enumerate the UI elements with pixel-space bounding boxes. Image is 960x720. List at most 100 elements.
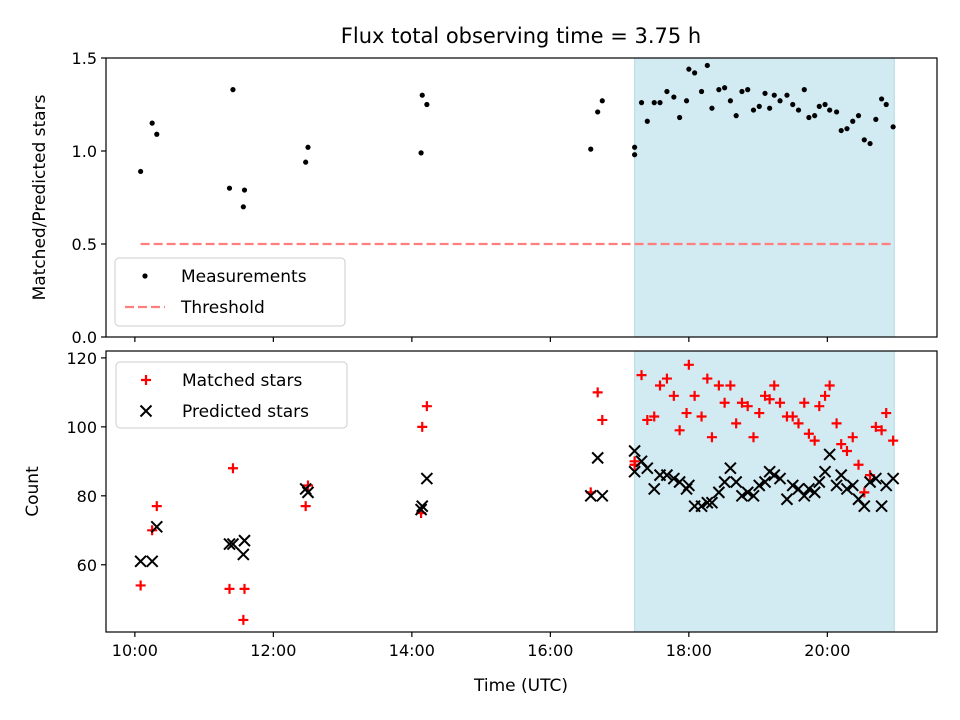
data-point [638,100,645,106]
data-point [834,468,848,482]
data-point [227,463,238,474]
top-panel: 0.0 0.5 1.0 1.5 Matched/Predicted stars Measu… [30,49,938,347]
data-point [588,146,594,152]
data-point [769,380,780,391]
data-point [847,432,858,443]
data-point [632,144,638,150]
y-axis-label: Count [23,466,43,517]
data-point [814,401,825,412]
data-point [241,187,248,193]
data-point [223,537,236,551]
data-point [716,87,722,93]
data-point [591,451,604,465]
data-point [224,583,235,594]
data-point [876,425,887,436]
data-point [230,87,236,93]
data-point [642,414,653,425]
data-point [859,487,870,498]
data-point [668,390,679,401]
data-point [784,92,790,98]
legend-swatch [139,404,153,418]
data-point [855,113,862,119]
data-point [729,475,743,489]
data-point [846,479,859,492]
data-point [803,428,814,439]
data-point [420,472,434,485]
data-point [651,100,657,106]
data-point [414,503,428,516]
data-point [686,66,692,72]
data-point [822,101,828,108]
y-tick-label: 0.0 [72,328,97,347]
data-point [657,100,663,106]
data-point [830,479,843,492]
data-point [641,462,654,475]
series-2 [134,444,900,568]
data-point [713,380,724,391]
data-point [773,472,787,485]
data-point [655,380,665,391]
data-point [787,411,798,422]
data-point [681,408,692,419]
data-point [875,499,888,513]
legend-label: Matched stars [182,371,302,391]
x-tick-label: 14:00 [389,641,435,660]
shaded-region [634,57,895,338]
data-point [704,62,710,69]
data-point [305,144,311,150]
data-point [134,555,147,568]
legend-label: Predicted stars [182,402,309,422]
data-point [724,462,737,475]
data-point [240,204,246,210]
data-point [890,124,896,130]
data-point [823,448,836,461]
data-point [809,435,820,446]
data-point [154,131,160,137]
data-point [596,489,609,503]
data-point [850,118,856,124]
data-point [879,96,885,102]
data-point [870,421,881,432]
data-point [777,98,783,104]
y-tick-label: 1.5 [72,49,97,68]
data-point [820,390,831,401]
data-point [841,445,852,456]
data-point [725,380,736,391]
data-point [628,465,641,478]
data-point [867,140,873,147]
data-point [883,101,889,108]
data-point [595,109,601,115]
data-point [745,87,751,93]
data-point [597,414,608,425]
data-point [239,583,250,594]
y-tick-label: 1.0 [72,142,97,161]
data-point [801,87,807,93]
data-point [628,444,641,458]
series-1 [138,62,896,210]
data-point [858,499,871,513]
data-point [683,359,694,370]
data-point [795,107,802,113]
data-point [756,103,762,109]
data-point [758,475,772,489]
data-point [671,94,677,100]
data-point [812,113,818,119]
data-point [750,107,757,113]
data-point [592,387,603,398]
data-point [881,408,892,419]
data-point [816,103,822,109]
data-point [806,114,812,121]
data-point [793,418,804,429]
data-point [748,432,759,443]
legend: Matched stars Predicted stars [115,361,348,429]
data-point [674,425,685,436]
data-point [226,185,233,191]
data-point [689,390,700,401]
data-point [301,486,315,499]
legend-label: Threshold [180,298,265,318]
data-point [754,408,765,419]
data-point [636,370,647,381]
data-point [692,70,698,76]
data-point [831,418,842,429]
data-point [677,114,683,121]
